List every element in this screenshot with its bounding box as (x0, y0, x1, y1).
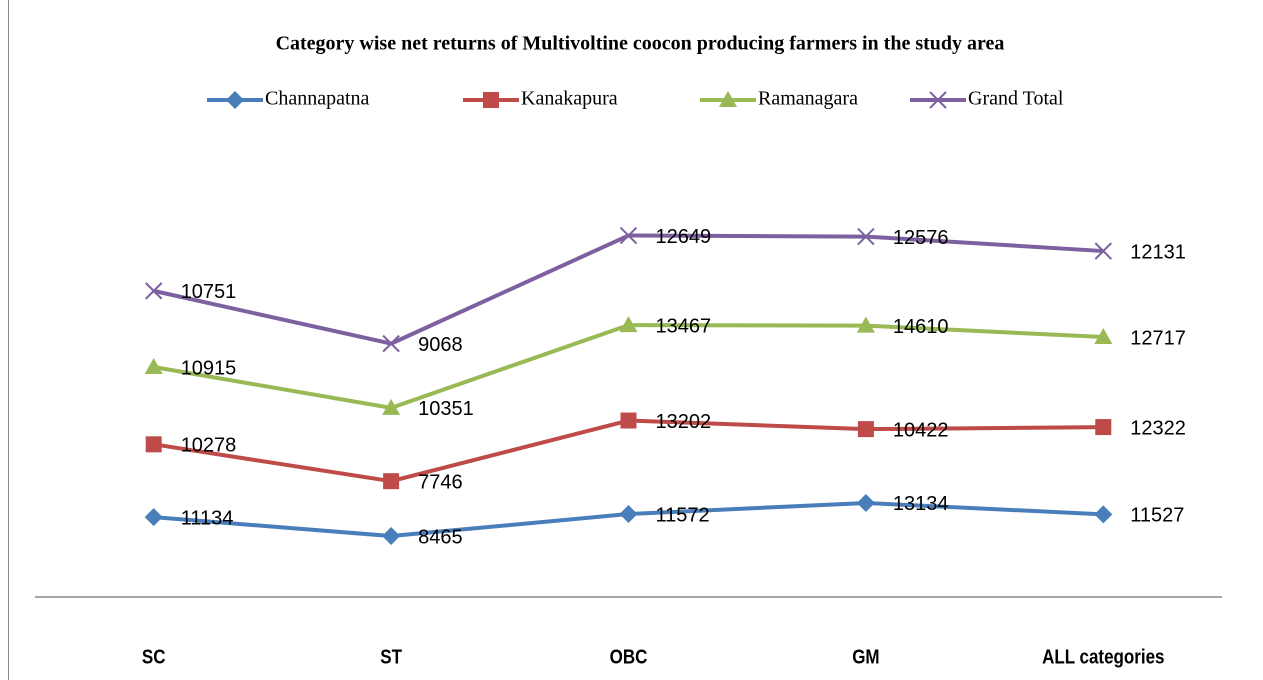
data-label: 14610 (893, 316, 949, 338)
marker (145, 436, 162, 453)
marker (619, 316, 638, 333)
data-label: 10422 (893, 419, 949, 441)
x-tick-label: SC (142, 645, 166, 668)
x-tick-label: ST (380, 645, 402, 668)
data-label: 10278 (181, 435, 237, 457)
data-label: 12131 (1130, 241, 1186, 263)
marker (856, 316, 875, 333)
legend-label: Grand Total (968, 88, 1064, 110)
marker (144, 282, 163, 300)
marker (1094, 505, 1113, 524)
data-label: 9068 (418, 334, 463, 356)
data-label: 11572 (656, 504, 710, 526)
marker (619, 505, 638, 524)
marker (619, 226, 638, 245)
data-label: 11134 (181, 507, 234, 529)
data-label: 10351 (418, 398, 474, 420)
legend-label: Kanakapura (521, 88, 618, 110)
marker (857, 421, 874, 438)
marker (383, 473, 400, 490)
marker (382, 334, 400, 353)
x-tick-label: GM (852, 645, 879, 668)
marker (929, 91, 947, 109)
marker (144, 358, 163, 375)
marker (857, 227, 875, 246)
legend-label: Ramanagara (758, 88, 858, 110)
data-label: 10751 (181, 281, 237, 303)
x-tick-label: OBC (610, 645, 648, 668)
marker (1094, 242, 1113, 260)
data-label: 10915 (181, 357, 237, 379)
marker (620, 412, 637, 429)
chart-border (8, 0, 1263, 680)
x-tick-label: ALL categories (1042, 645, 1164, 668)
data-label: 11527 (1130, 505, 1184, 527)
marker (856, 493, 875, 512)
chart-title: Category wise net returns of Multivoltin… (276, 33, 1005, 55)
marker (719, 91, 737, 107)
data-label: 13202 (656, 411, 712, 433)
data-label: 12322 (1130, 417, 1186, 439)
data-label: 13134 (893, 493, 949, 515)
marker (1095, 419, 1112, 436)
data-label: 7746 (418, 471, 463, 493)
data-label: 12576 (893, 227, 949, 249)
marker (382, 527, 401, 546)
data-label: 13467 (656, 315, 712, 337)
data-label: 12649 (656, 226, 712, 248)
data-label: 8465 (418, 526, 463, 548)
marker (382, 398, 401, 415)
legend-label: Channapatna (265, 88, 370, 110)
marker (1094, 327, 1113, 344)
marker (483, 92, 499, 108)
data-label: 12717 (1130, 327, 1186, 349)
marker (144, 508, 163, 527)
marker (226, 91, 244, 109)
